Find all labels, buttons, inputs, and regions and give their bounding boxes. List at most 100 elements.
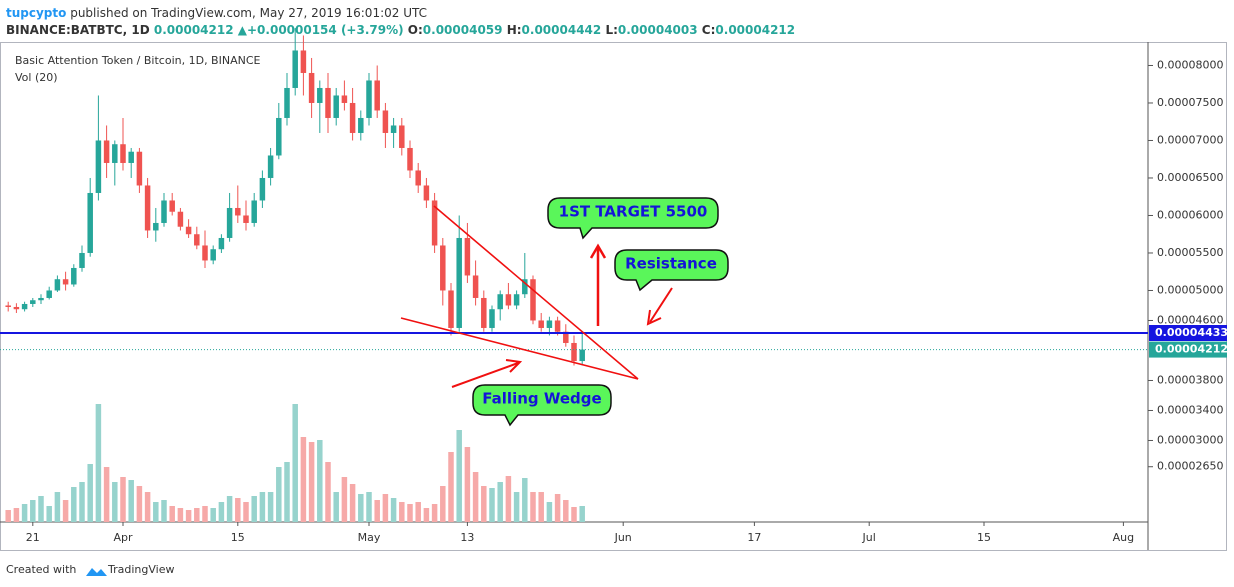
volume-bar bbox=[489, 488, 495, 522]
h: 0.00004442 bbox=[522, 23, 602, 37]
volume-bar bbox=[87, 464, 93, 522]
published: published on TradingView.com, May 27, 20… bbox=[70, 6, 427, 20]
candle-body bbox=[54, 279, 61, 291]
symbol: BINANCE:BATBTC, 1D bbox=[6, 23, 150, 37]
y-tick-label: 0.00003400 bbox=[1157, 403, 1223, 416]
candle-body bbox=[472, 275, 479, 298]
volume-bar bbox=[563, 500, 569, 522]
volume-bar bbox=[300, 437, 307, 522]
volume-bar bbox=[243, 502, 249, 522]
x-tick-label: Aug bbox=[1113, 531, 1134, 544]
candle-body bbox=[579, 349, 585, 362]
pane-border bbox=[0, 42, 1227, 551]
volume-bar bbox=[226, 496, 233, 522]
candle-body bbox=[144, 185, 151, 231]
footer-brand[interactable]: TradingView bbox=[107, 563, 174, 576]
x-tick-label: Apr bbox=[113, 531, 133, 544]
volume-bar bbox=[366, 492, 372, 522]
candle-body bbox=[128, 151, 134, 163]
volume-bar bbox=[128, 480, 134, 522]
volume-bar bbox=[571, 507, 577, 522]
x-tick-label: 13 bbox=[460, 531, 474, 544]
volume-bar bbox=[317, 440, 323, 522]
candle-body bbox=[497, 294, 503, 310]
volume-bar bbox=[530, 492, 536, 522]
annotation: Resistance bbox=[625, 255, 717, 273]
callout-box bbox=[547, 197, 719, 240]
candle-body bbox=[169, 200, 175, 212]
candle-body bbox=[317, 87, 323, 103]
volume-bar bbox=[497, 482, 503, 522]
volume-bar bbox=[284, 462, 290, 522]
volume-bar bbox=[399, 502, 405, 522]
arrow bbox=[451, 362, 519, 388]
volume-bar bbox=[390, 498, 397, 522]
candle-body bbox=[5, 305, 11, 307]
wedge-upper bbox=[433, 205, 639, 380]
candle-body bbox=[440, 245, 446, 291]
candle-body bbox=[415, 170, 421, 186]
candle-body bbox=[251, 200, 257, 223]
candle-body bbox=[136, 151, 143, 186]
x-tick-label: 15 bbox=[977, 531, 991, 544]
candle-body bbox=[308, 72, 315, 103]
price-label-box bbox=[1149, 325, 1227, 341]
candle-body bbox=[46, 290, 52, 298]
volume-bar bbox=[308, 442, 315, 522]
annotation: Falling Wedge bbox=[482, 390, 601, 408]
candle-body bbox=[538, 320, 544, 328]
x-tick-label: 15 bbox=[231, 531, 245, 544]
volume-bar bbox=[95, 404, 102, 522]
symbol-line: BINANCE:BATBTC, 1D 0.00004212 ▲+0.000001… bbox=[6, 23, 795, 37]
volume-bar bbox=[464, 447, 471, 522]
volume-bar bbox=[79, 482, 85, 522]
candle-body bbox=[30, 300, 36, 304]
volume-bar bbox=[103, 467, 110, 522]
volume-bar bbox=[218, 502, 225, 522]
drawings bbox=[400, 205, 673, 388]
candle-body bbox=[235, 207, 241, 216]
candle-body bbox=[464, 237, 471, 276]
volume-bar bbox=[382, 494, 389, 522]
candle-body bbox=[333, 95, 339, 118]
y-tick-label: 0.00007500 bbox=[1157, 96, 1223, 109]
candle-body bbox=[300, 50, 307, 73]
l-label: L: bbox=[605, 23, 617, 37]
candle-body bbox=[481, 297, 487, 328]
candle-body bbox=[103, 140, 110, 163]
candle-body bbox=[554, 320, 561, 332]
callout-box bbox=[614, 249, 729, 292]
volume-bar bbox=[46, 506, 52, 522]
change: +0.00000154 (+3.79%) bbox=[247, 23, 404, 37]
candle-body bbox=[194, 234, 200, 246]
volume-bar bbox=[579, 506, 585, 522]
y-tick-label: 0.00006500 bbox=[1157, 171, 1223, 184]
volume-bar bbox=[440, 486, 446, 522]
candle-body bbox=[153, 222, 159, 231]
volume-bar bbox=[513, 492, 520, 522]
y-tick-label: 0.00008000 bbox=[1157, 58, 1223, 71]
x-tick-label: 21 bbox=[26, 531, 40, 544]
y-tick-label: 0.00004600 bbox=[1157, 313, 1223, 326]
candle-body bbox=[62, 279, 69, 285]
candle-body bbox=[243, 215, 249, 223]
volume-bar bbox=[112, 482, 118, 522]
y-tick-label: 0.00003000 bbox=[1157, 433, 1223, 446]
o-label: O: bbox=[408, 23, 423, 37]
volume-bar bbox=[54, 492, 61, 522]
author[interactable]: tupcypto bbox=[6, 6, 66, 20]
volume-title: Vol (20) bbox=[15, 71, 58, 84]
volume-bar bbox=[292, 404, 298, 522]
volume-bar bbox=[505, 476, 512, 522]
y-tick-label: 0.00005000 bbox=[1157, 283, 1223, 296]
candle-body bbox=[341, 95, 348, 103]
volume-bar bbox=[358, 494, 364, 522]
volume-bar bbox=[349, 484, 356, 522]
candle-body bbox=[87, 192, 93, 253]
volume-bar bbox=[374, 500, 380, 522]
candle-body bbox=[374, 80, 380, 111]
volume-bar bbox=[472, 472, 479, 522]
candle-body bbox=[407, 147, 413, 171]
